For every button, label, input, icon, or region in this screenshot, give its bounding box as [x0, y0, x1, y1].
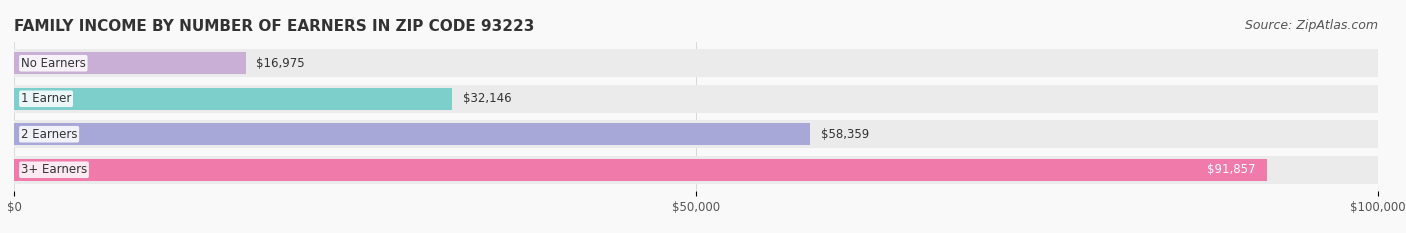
Bar [14, 156, 1378, 184]
Text: No Earners: No Earners [21, 57, 86, 70]
Text: $32,146: $32,146 [464, 92, 512, 105]
Bar [14, 85, 1378, 113]
Bar [14, 120, 1378, 148]
Text: Source: ZipAtlas.com: Source: ZipAtlas.com [1244, 19, 1378, 32]
Bar [14, 52, 246, 74]
Text: $58,359: $58,359 [821, 128, 869, 141]
Bar [14, 88, 453, 110]
Bar [14, 49, 1378, 77]
Text: $91,857: $91,857 [1208, 163, 1256, 176]
Text: $16,975: $16,975 [256, 57, 305, 70]
Bar [14, 123, 810, 145]
Text: FAMILY INCOME BY NUMBER OF EARNERS IN ZIP CODE 93223: FAMILY INCOME BY NUMBER OF EARNERS IN ZI… [14, 19, 534, 34]
Text: 2 Earners: 2 Earners [21, 128, 77, 141]
Bar [14, 159, 1267, 181]
Text: 3+ Earners: 3+ Earners [21, 163, 87, 176]
Text: 1 Earner: 1 Earner [21, 92, 72, 105]
